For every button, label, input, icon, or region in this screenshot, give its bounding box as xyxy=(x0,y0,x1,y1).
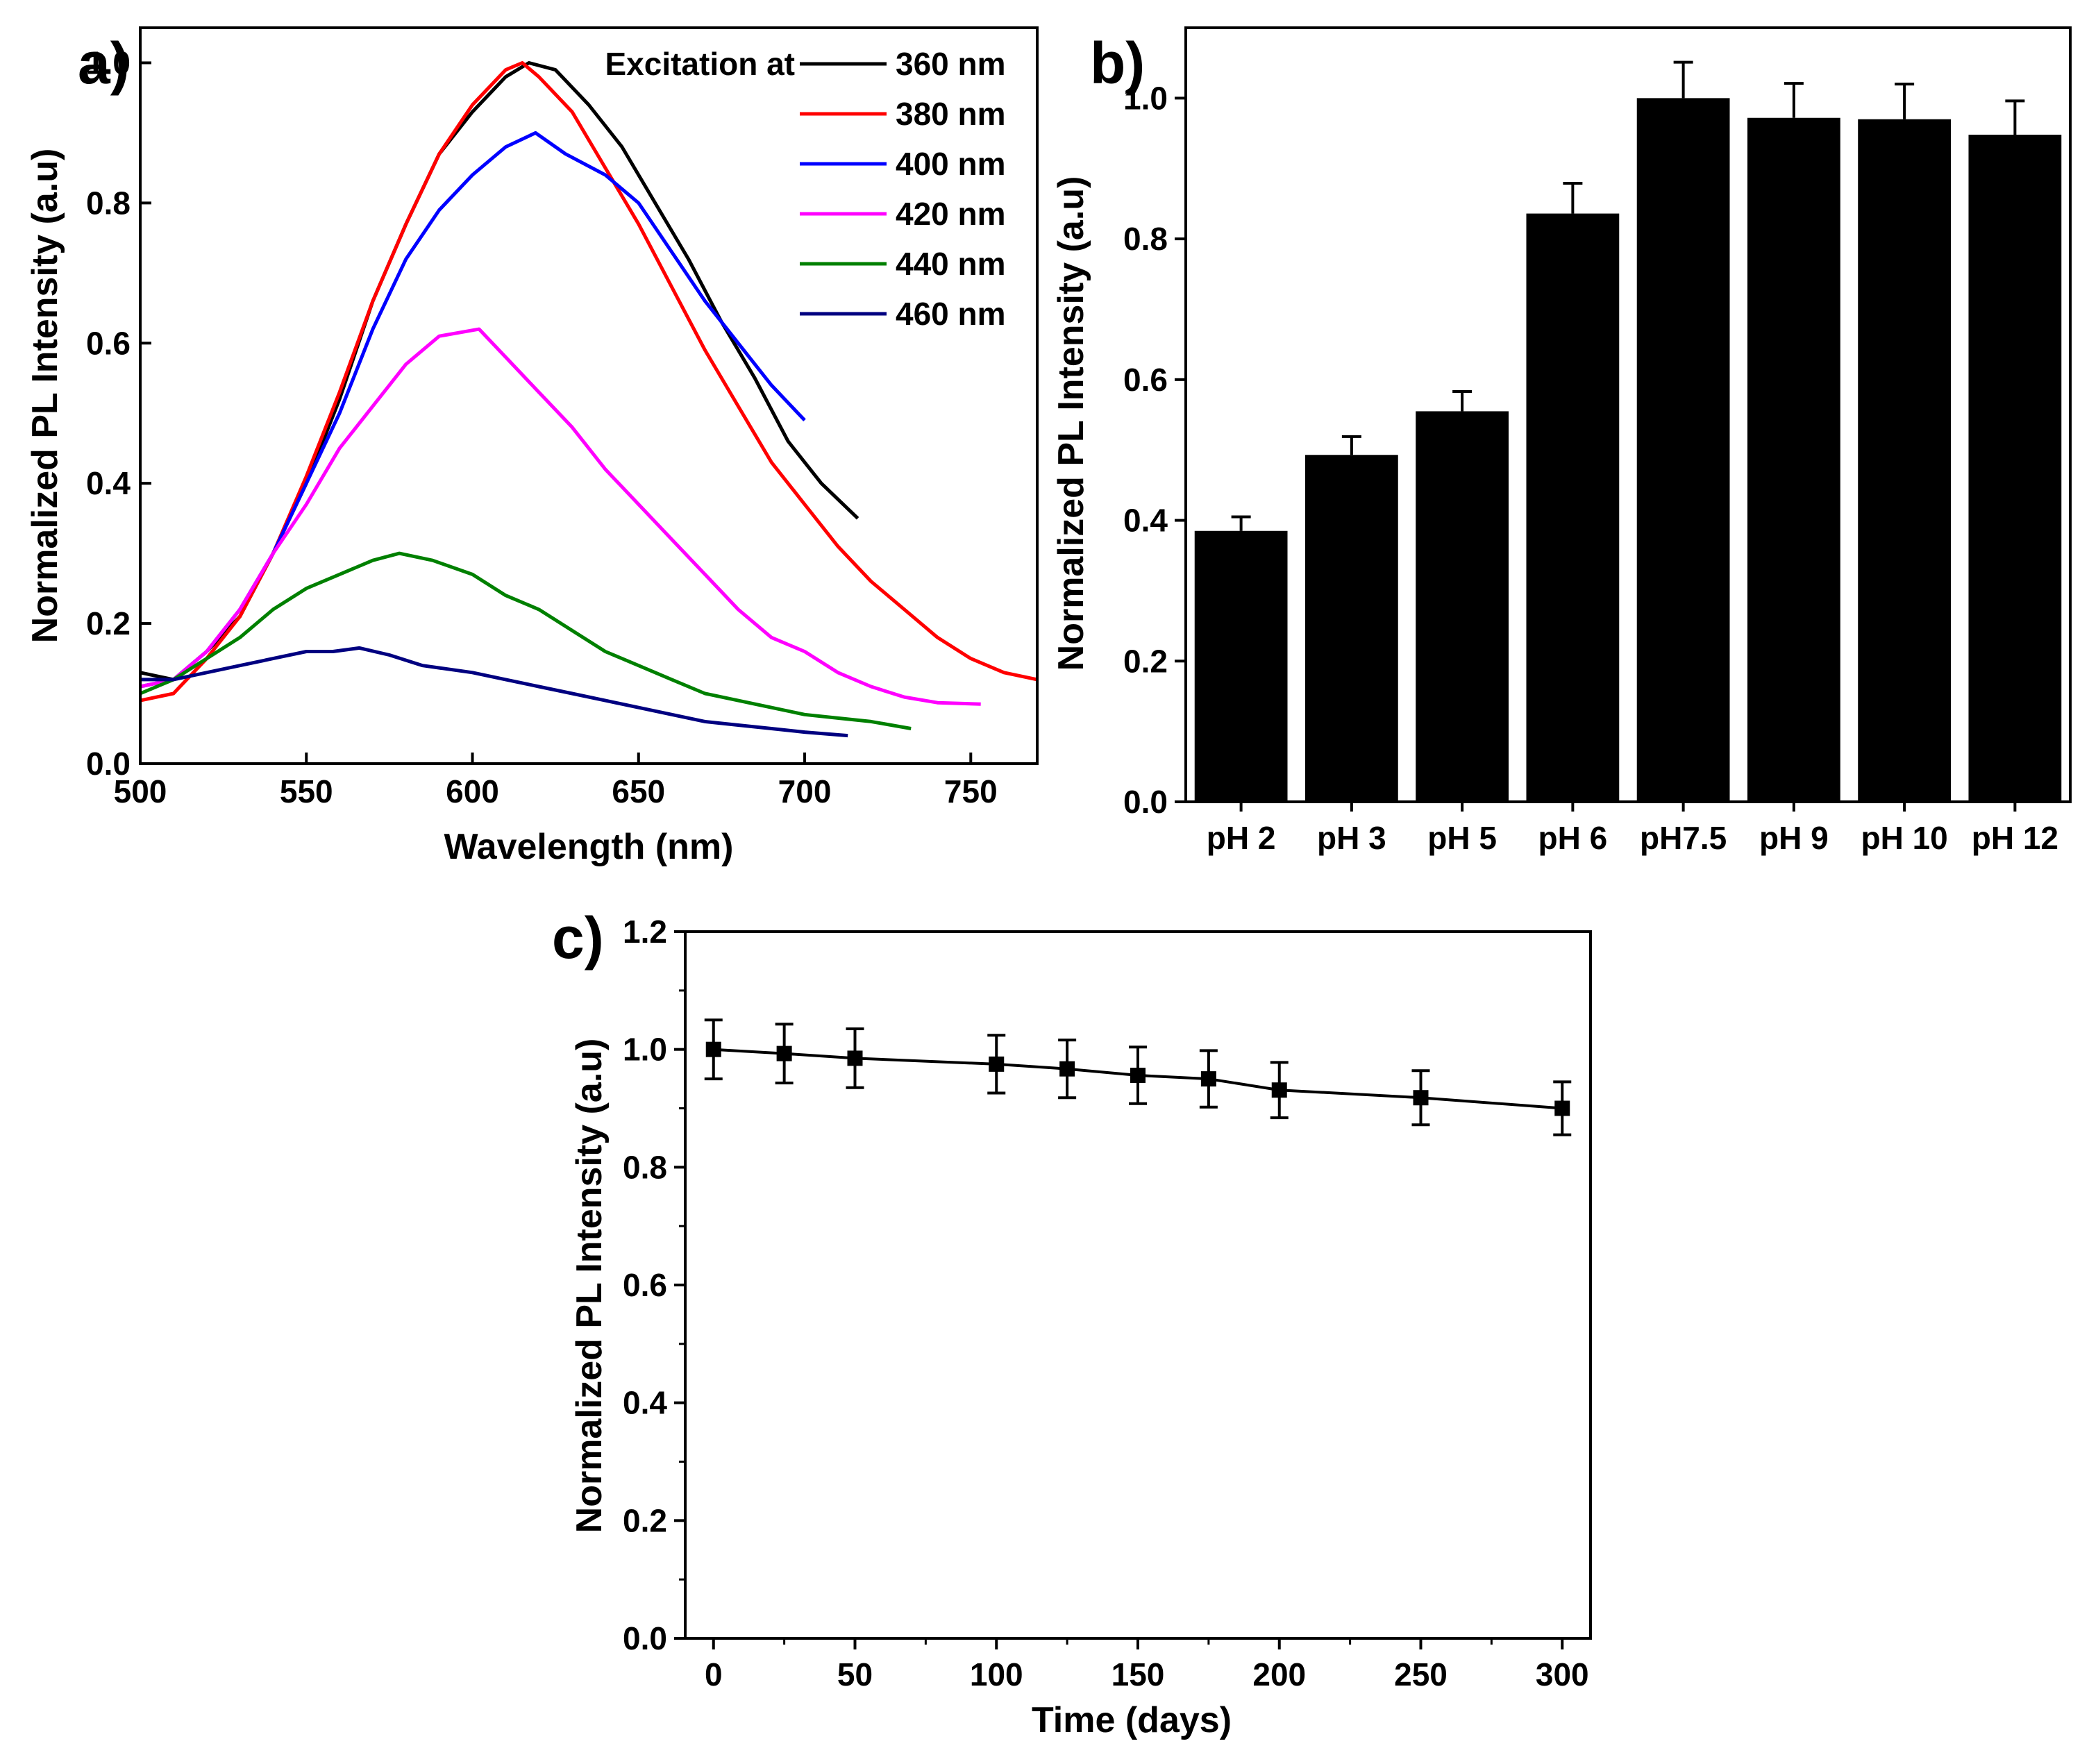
panel-b-frame xyxy=(1184,26,2072,803)
panel-c-plot-area xyxy=(704,1018,1572,1136)
series-line-440-nm xyxy=(140,551,912,730)
y-tick-label: 1.0 xyxy=(1123,80,1168,116)
data-point-marker xyxy=(847,1050,863,1066)
panel-c-x-axis-title: Time (days) xyxy=(1032,1700,1232,1740)
legend-entry-460-nm: 460 nm xyxy=(896,296,1006,332)
panel-a-legend: Excitation at 360 nm 380 nm 400 nm 420 nm 44… xyxy=(605,46,1005,332)
legend-entry-420-nm: 420 nm xyxy=(896,196,1006,232)
y-tick-label: 1.0 xyxy=(86,44,131,81)
y-tick-label: 0.2 xyxy=(86,605,131,641)
legend-entry-400-nm: 400 nm xyxy=(896,146,1006,182)
stability-line xyxy=(713,1048,1563,1110)
panel-c-y-axis-title: Normalized PL Intensity (a.u) xyxy=(569,1039,610,1534)
y-tick-label: 0.8 xyxy=(1123,221,1168,257)
x-tick-label: 600 xyxy=(446,773,499,809)
series-line-360-nm xyxy=(140,61,859,682)
x-tick-label: pH 12 xyxy=(1972,820,2058,856)
y-tick-label: 0.4 xyxy=(623,1385,667,1421)
x-tick-label: 550 xyxy=(280,773,333,809)
data-point-marker xyxy=(1130,1067,1146,1083)
panel-a-x-axis-title: Wavelength (nm) xyxy=(444,827,734,867)
y-tick-label: 0.2 xyxy=(623,1502,667,1538)
x-tick-label: 100 xyxy=(970,1656,1023,1692)
y-tick-label: 0.8 xyxy=(86,185,131,221)
x-tick-label: pH 10 xyxy=(1861,820,1947,856)
bar-pH5 xyxy=(1416,411,1509,802)
legend-entry-440-nm: 440 nm xyxy=(896,246,1006,282)
y-tick-label: 0.4 xyxy=(86,465,131,501)
bar-pH6 xyxy=(1526,213,1620,803)
x-tick-label: 500 xyxy=(114,773,167,809)
x-tick-label: 0 xyxy=(705,1656,723,1692)
bar-pH9 xyxy=(1747,117,1840,802)
x-tick-label: 150 xyxy=(1111,1656,1165,1692)
panel-b-label: b) xyxy=(1090,31,1145,96)
series-line-380-nm xyxy=(140,61,1038,703)
x-tick-label: 750 xyxy=(944,773,998,809)
y-tick-label: 0.2 xyxy=(1123,643,1168,679)
series-line-400-nm xyxy=(140,131,806,689)
data-point-marker xyxy=(1554,1100,1570,1116)
panel-c-frame xyxy=(684,930,1592,1640)
bar-pH3 xyxy=(1304,455,1398,802)
bar-pH10 xyxy=(1858,119,1952,803)
panel-b-plot-area xyxy=(1194,60,2062,803)
y-tick-label: 0.0 xyxy=(1123,784,1168,820)
panel-c-x-axis: 0 50 100 150 200 250 300 xyxy=(705,1638,1589,1692)
legend-entry-360-nm: 360 nm xyxy=(896,46,1006,82)
series-line-460-nm xyxy=(140,646,848,738)
x-tick-label: 200 xyxy=(1252,1656,1306,1692)
y-tick-label: 0.4 xyxy=(1123,503,1168,539)
x-tick-label: 650 xyxy=(612,773,665,809)
panel-c-stability-chart: c) 0 50 100 150 200 250 300 0.0 0.2 0.4 0.6 0.8 1.0… xyxy=(552,905,1592,1740)
panel-b-x-axis: pH 2 pH 3 pH 5 pH 6 pH7.5 pH 9 pH 10 pH 12 xyxy=(1207,802,2058,856)
bar-pH7.5 xyxy=(1636,98,1730,802)
y-tick-label: 0.6 xyxy=(86,325,131,361)
data-point-marker xyxy=(1413,1090,1429,1106)
y-tick-label: 0.6 xyxy=(1123,362,1168,398)
x-tick-label: 700 xyxy=(778,773,832,809)
x-tick-label: pH 3 xyxy=(1317,820,1386,856)
data-point-marker xyxy=(1200,1071,1216,1087)
data-point-marker xyxy=(776,1045,792,1061)
data-point-marker xyxy=(1059,1061,1075,1077)
panel-c-label: c) xyxy=(552,905,604,971)
panel-c-y-axis: 0.0 0.2 0.4 0.6 0.8 1.0 1.2 xyxy=(623,914,685,1656)
panel-b-y-axis-title: Normalized PL Intensity (a.u) xyxy=(1051,176,1091,671)
panel-a-label: a) xyxy=(78,31,130,96)
panel-a-frame xyxy=(139,26,1039,765)
x-tick-label: pH 2 xyxy=(1207,820,1276,856)
panel-a-y-axis-title: Normalized PL Intensity (a.u) xyxy=(25,149,65,644)
panel-a-spectra-chart: a) 500 550 600 650 700 750 0.0 0.2 0.4 0.6 0.8 1.0… xyxy=(25,26,1039,867)
x-tick-label: 50 xyxy=(837,1656,873,1692)
x-tick-label: 300 xyxy=(1536,1656,1589,1692)
legend-entry-380-nm: 380 nm xyxy=(896,96,1006,132)
x-tick-label: pH 5 xyxy=(1427,820,1497,856)
panel-b-ph-bar-chart: b) pH 2 pH 3 pH 5 pH 6 pH7.5 pH 9 pH 10 pH 12 0… xyxy=(1051,26,2072,856)
x-tick-label: pH 6 xyxy=(1538,820,1608,856)
panel-b-y-axis: 0.0 0.2 0.4 0.6 0.8 1.0 xyxy=(1123,80,1186,820)
y-tick-label: 0.6 xyxy=(623,1267,667,1303)
bar-pH12 xyxy=(1968,135,2062,802)
panel-a-x-axis: 500 550 600 650 700 750 xyxy=(114,753,998,809)
y-tick-label: 1.2 xyxy=(623,914,667,950)
data-point-marker xyxy=(989,1056,1005,1072)
legend-title: Excitation at xyxy=(605,46,795,82)
panel-a-plot-area xyxy=(140,61,1038,738)
series-line-420-nm xyxy=(140,327,981,706)
x-tick-label: 250 xyxy=(1394,1656,1448,1692)
bar-pH2 xyxy=(1194,530,1288,802)
y-tick-label: 1.0 xyxy=(623,1032,667,1068)
y-tick-label: 0.0 xyxy=(623,1620,667,1656)
x-tick-label: pH7.5 xyxy=(1640,820,1727,856)
data-point-marker xyxy=(1271,1082,1287,1098)
y-tick-label: 0.0 xyxy=(86,746,131,782)
data-point-marker xyxy=(705,1041,721,1057)
y-tick-label: 0.8 xyxy=(623,1149,667,1185)
panel-a-y-axis: 0.0 0.2 0.4 0.6 0.8 1.0 xyxy=(86,44,151,782)
x-tick-label: pH 9 xyxy=(1759,820,1829,856)
